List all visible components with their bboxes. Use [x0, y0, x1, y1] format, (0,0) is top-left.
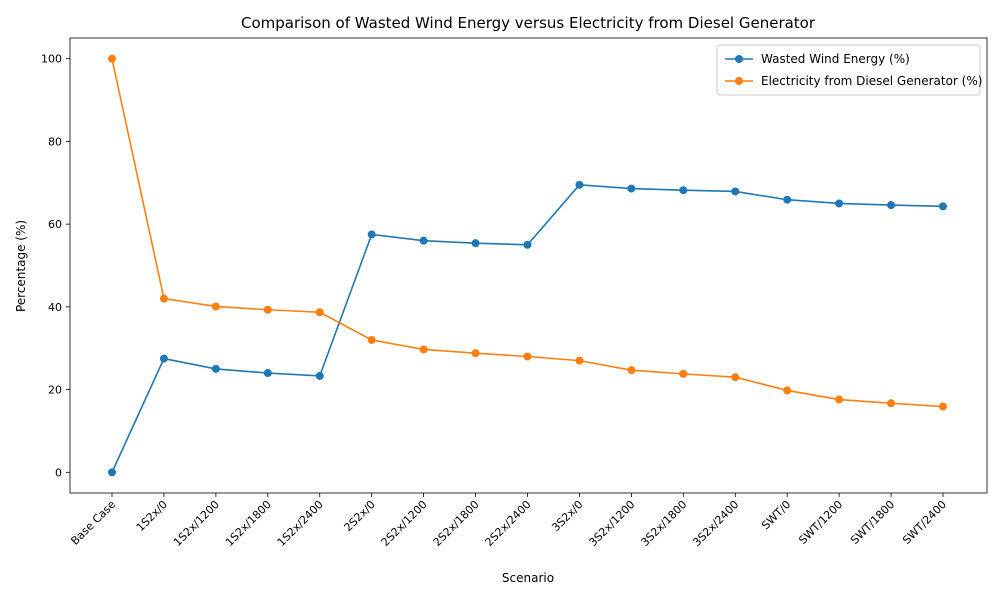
series-2-point [419, 345, 428, 354]
series-1-point [315, 371, 324, 380]
x-tick-label: 3S2x/1200 [586, 498, 637, 549]
chart-title: Comparison of Wasted Wind Energy versus … [241, 14, 816, 32]
series-1-point [835, 199, 844, 208]
series-line-1 [111, 184, 944, 473]
legend-entry: Electricity from Diesel Generator (%) [761, 74, 982, 88]
series-2-point [471, 349, 480, 358]
x-axis-label: Scenario [502, 571, 554, 585]
x-tick-label: 1S2x/1200 [171, 498, 222, 549]
x-tick-label: 3S2x/2400 [690, 498, 741, 549]
series-1-point [263, 369, 272, 378]
y-tick-label: 20 [48, 384, 62, 397]
legend-marker [735, 77, 743, 85]
series-1-point [575, 180, 584, 189]
series-1-point [731, 187, 740, 196]
series-2-point [731, 373, 740, 382]
x-tick-label: 1S2x/2400 [275, 498, 326, 549]
x-tick-label: 2S2x/2400 [483, 498, 534, 549]
series-2-point [523, 352, 532, 361]
series-1-point [419, 236, 428, 245]
series-2-point [887, 399, 896, 408]
y-tick-label: 0 [55, 466, 62, 479]
series-2-point [835, 395, 844, 404]
x-tick-label: 2S2x/0 [342, 498, 378, 534]
series-2-point [783, 386, 792, 395]
series-2-point [159, 294, 168, 303]
series-2-point [627, 366, 636, 375]
series-1-point [627, 184, 636, 193]
y-tick-label: 60 [48, 218, 62, 231]
x-tick-label: Base Case [68, 498, 118, 548]
series-1-point [471, 239, 480, 248]
x-tick-label: 3S2x/1800 [638, 498, 689, 549]
series-1-point [783, 195, 792, 204]
x-tick-label: 3S2x/0 [549, 498, 585, 534]
y-tick-label: 80 [48, 135, 62, 148]
series-1-point [108, 468, 116, 477]
x-tick-label: SWT/2400 [900, 498, 949, 547]
y-tick-label: 40 [48, 301, 62, 314]
series-2-point [679, 369, 688, 378]
series-1-point [939, 202, 947, 211]
x-tick-label: 2S2x/1200 [379, 498, 430, 549]
x-tick-label: SWT/1800 [848, 498, 897, 547]
series-1-point [211, 364, 220, 373]
legend-entry: Wasted Wind Energy (%) [761, 52, 910, 66]
y-axis-label: Percentage (%) [14, 220, 28, 312]
legend-box [716, 44, 981, 96]
series-2-point [575, 356, 584, 365]
series-1-point [159, 354, 168, 363]
series-2-point [211, 302, 220, 311]
series-1-point [887, 201, 896, 210]
x-tick-label: 1S2x/0 [134, 498, 170, 534]
x-tick-label: SWT/0 [759, 498, 793, 532]
legend-marker [735, 55, 743, 63]
y-tick-label: 100 [41, 53, 62, 66]
x-tick-label: 2S2x/1800 [431, 498, 482, 549]
x-tick-label: 1S2x/1800 [223, 498, 274, 549]
series-1-point [679, 186, 688, 195]
series-1-point [367, 230, 376, 239]
series-1-point [523, 240, 532, 249]
series-2-point [939, 402, 947, 411]
series-2-point [263, 305, 272, 314]
axes-frame [69, 37, 988, 494]
series-2-point [315, 308, 324, 317]
series-2-point [367, 335, 376, 344]
legend: Wasted Wind Energy (%) Electricity from D… [716, 44, 982, 96]
series-2-point [108, 54, 116, 63]
x-tick-label: SWT/1200 [796, 498, 845, 547]
